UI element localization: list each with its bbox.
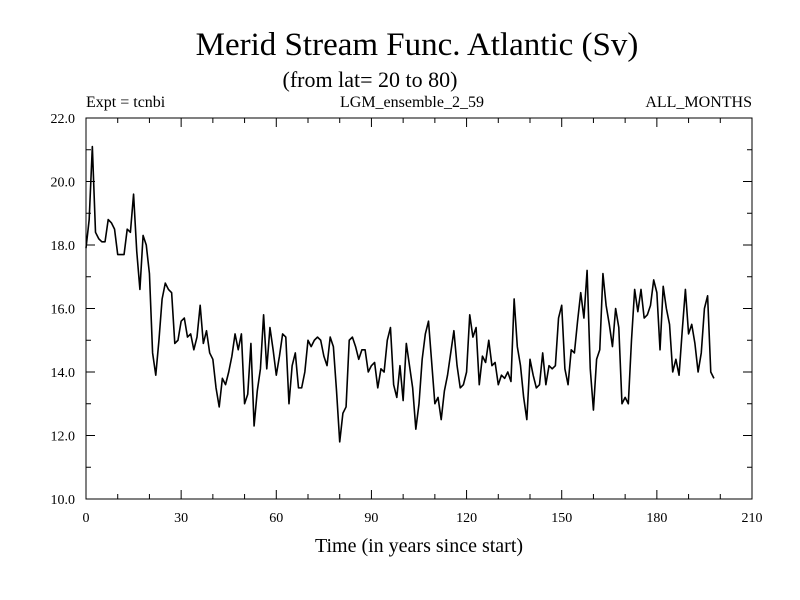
x-tick-label: 90 bbox=[364, 511, 378, 526]
x-axis-label: Time (in years since start) bbox=[315, 535, 523, 557]
experiment-label: Expt = tcnbi bbox=[86, 94, 166, 111]
y-tick-label: 20.0 bbox=[51, 176, 76, 191]
axis-ticks bbox=[85, 117, 753, 500]
y-tick-label: 18.0 bbox=[51, 239, 76, 254]
x-tick-label: 60 bbox=[269, 511, 283, 526]
y-tick-label: 14.0 bbox=[51, 366, 76, 381]
y-tick-labels: 10.0 12.0 14.0 16.0 18.0 20.0 22.0 bbox=[51, 112, 76, 508]
y-tick-label: 16.0 bbox=[51, 303, 76, 318]
x-tick-label: 180 bbox=[646, 511, 667, 526]
x-tick-label: 120 bbox=[456, 511, 477, 526]
plot-frame bbox=[85, 117, 753, 500]
y-tick-label: 12.0 bbox=[51, 430, 76, 445]
x-tick-label: 150 bbox=[551, 511, 572, 526]
x-tick-label: 30 bbox=[174, 511, 188, 526]
months-label: ALL_MONTHS bbox=[645, 94, 752, 111]
ensemble-label: LGM_ensemble_2_59 bbox=[340, 94, 484, 111]
x-tick-labels: 0 30 60 90 120 150 180 210 bbox=[83, 511, 763, 526]
chart-subtitle: (from lat= 20 to 80) bbox=[283, 67, 458, 92]
x-tick-label: 210 bbox=[742, 511, 763, 526]
x-tick-label: 0 bbox=[83, 511, 90, 526]
series-line bbox=[85, 145, 715, 443]
y-tick-label: 10.0 bbox=[51, 493, 76, 508]
y-tick-label: 22.0 bbox=[51, 112, 76, 127]
chart-title: Merid Stream Func. Atlantic (Sv) bbox=[196, 27, 639, 63]
